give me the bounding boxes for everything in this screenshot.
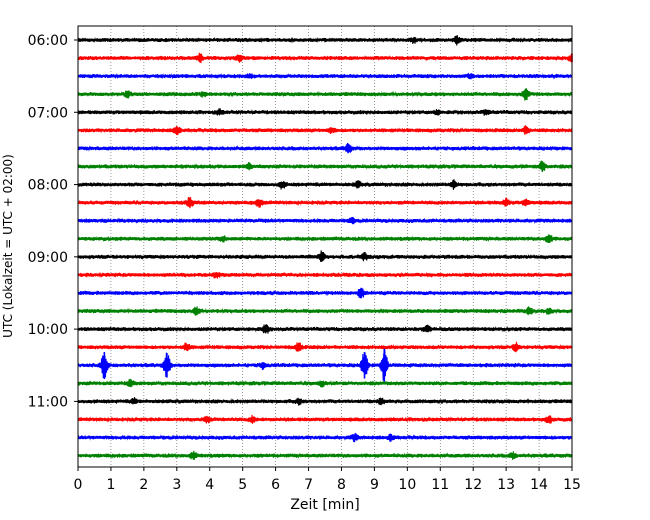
trace-line xyxy=(77,378,573,388)
y-tick-label: 09:00 xyxy=(28,250,68,266)
trace-line xyxy=(77,341,573,353)
trace-line xyxy=(77,160,573,172)
x-tick-label: 6 xyxy=(271,477,280,493)
x-axis: 0 1 2 3 4 5 6 7 8 9 10 11 12 13 14 15 xyxy=(74,467,581,493)
plot-frame xyxy=(77,25,573,468)
x-tick-label: 12 xyxy=(464,477,482,493)
trace-line xyxy=(77,288,573,299)
x-tick-label: 4 xyxy=(205,477,214,493)
trace-line xyxy=(77,108,573,116)
y-tick-label: 06:00 xyxy=(28,33,68,49)
x-tick-label: 9 xyxy=(370,477,379,493)
y-axis: 06:00 07:00 08:00 09:00 10:00 11:00 xyxy=(28,33,78,410)
x-tick-label: 10 xyxy=(398,477,416,493)
trace-line xyxy=(77,450,573,460)
x-tick-label: 8 xyxy=(337,477,346,493)
trace-line xyxy=(77,179,573,190)
x-tick-label: 3 xyxy=(172,477,181,493)
x-tick-label: 13 xyxy=(497,477,515,493)
trace-line xyxy=(77,271,573,279)
x-tick-label: 11 xyxy=(431,477,449,493)
trace-line xyxy=(77,52,573,64)
plot-area xyxy=(78,26,572,467)
trace-line xyxy=(77,324,573,334)
trace-line xyxy=(77,143,573,154)
trace-line xyxy=(77,216,573,225)
x-tick-label: 1 xyxy=(106,477,115,493)
trace-line xyxy=(77,88,573,101)
x-tick-label: 5 xyxy=(238,477,247,493)
trace-line xyxy=(77,197,573,209)
y-tick-label: 11:00 xyxy=(28,394,68,410)
x-axis-label: Zeit [min] xyxy=(290,497,359,513)
x-tick-label: 0 xyxy=(74,477,83,493)
trace-line xyxy=(77,72,573,80)
x-tick-label: 7 xyxy=(304,477,313,493)
trace-line xyxy=(77,125,573,136)
trace-line xyxy=(77,234,573,243)
x-tick-label: 14 xyxy=(530,477,548,493)
x-tick-label: 15 xyxy=(563,477,581,493)
trace-line xyxy=(77,35,573,46)
y-axis-label: UTC (Lokalzeit = UTC + 02:00) xyxy=(1,154,15,338)
trace-line xyxy=(77,414,573,424)
trace-line xyxy=(77,432,573,443)
y-tick-label: 07:00 xyxy=(28,105,68,121)
trace-group xyxy=(77,35,573,460)
trace-line xyxy=(77,397,573,406)
trace-line xyxy=(77,349,573,381)
x-tick-label: 2 xyxy=(139,477,148,493)
trace-line xyxy=(77,306,573,316)
trace-line xyxy=(77,250,573,262)
y-tick-label: 08:00 xyxy=(28,178,68,194)
y-tick-label: 10:00 xyxy=(28,322,68,338)
